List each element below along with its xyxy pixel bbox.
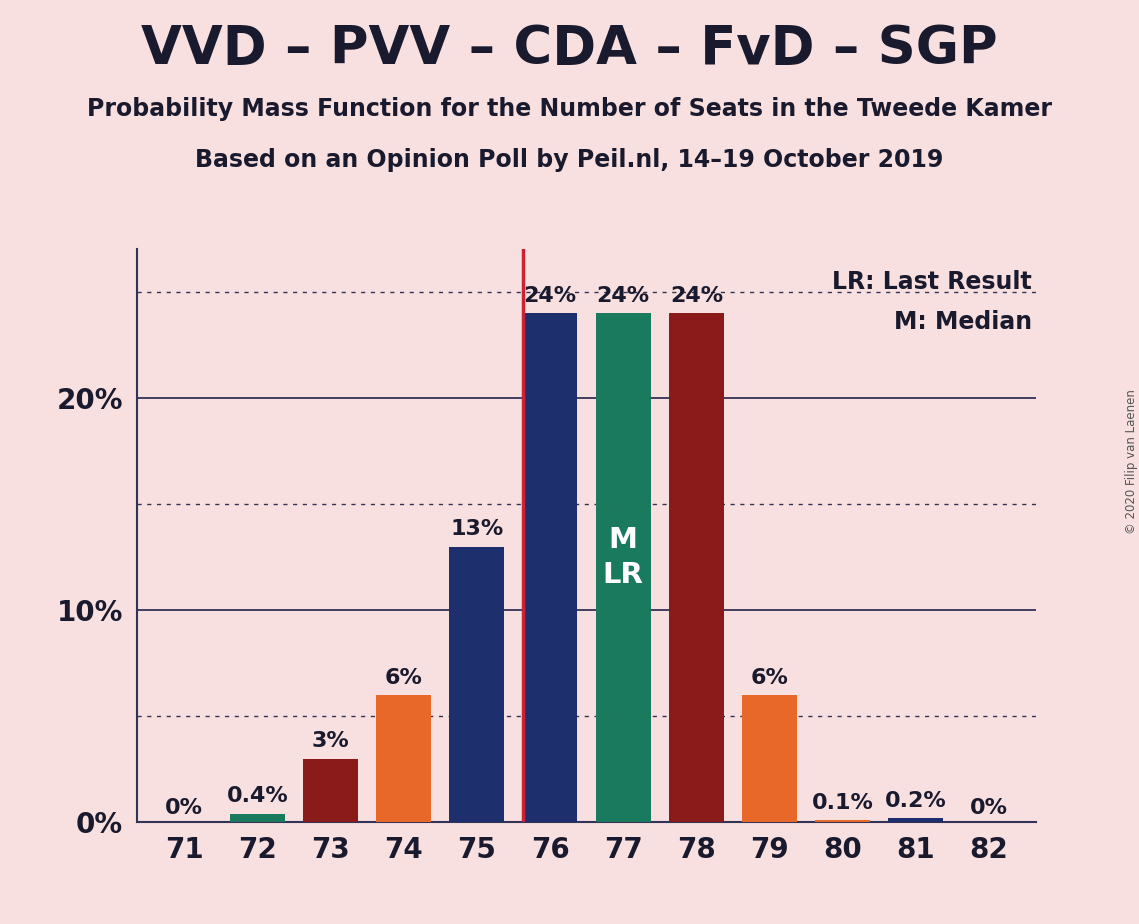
Bar <box>523 313 577 822</box>
Text: 6%: 6% <box>751 668 788 687</box>
Text: 0%: 0% <box>165 798 203 818</box>
Bar <box>669 313 723 822</box>
Bar <box>596 313 650 822</box>
Text: 24%: 24% <box>597 286 649 306</box>
Bar <box>376 695 432 822</box>
Text: 13%: 13% <box>450 519 503 539</box>
Bar <box>230 814 285 822</box>
Bar <box>816 821 870 822</box>
Text: 3%: 3% <box>312 731 350 751</box>
Text: © 2020 Filip van Laenen: © 2020 Filip van Laenen <box>1124 390 1138 534</box>
Bar <box>303 759 358 822</box>
Bar <box>888 818 943 822</box>
Text: 24%: 24% <box>524 286 576 306</box>
Text: Based on an Opinion Poll by Peil.nl, 14–19 October 2019: Based on an Opinion Poll by Peil.nl, 14–… <box>195 148 944 172</box>
Bar <box>741 695 797 822</box>
Text: Probability Mass Function for the Number of Seats in the Tweede Kamer: Probability Mass Function for the Number… <box>87 97 1052 121</box>
Text: LR: Last Result: LR: Last Result <box>833 270 1032 294</box>
Text: 24%: 24% <box>670 286 723 306</box>
Text: 0%: 0% <box>970 798 1008 818</box>
Text: VVD – PVV – CDA – FvD – SGP: VVD – PVV – CDA – FvD – SGP <box>141 23 998 75</box>
Bar <box>450 546 505 822</box>
Text: M
LR: M LR <box>603 527 644 589</box>
Text: 6%: 6% <box>385 668 423 687</box>
Text: 0.2%: 0.2% <box>885 791 947 810</box>
Text: 0.4%: 0.4% <box>227 786 288 807</box>
Text: M: Median: M: Median <box>894 310 1032 334</box>
Text: 0.1%: 0.1% <box>812 793 874 813</box>
